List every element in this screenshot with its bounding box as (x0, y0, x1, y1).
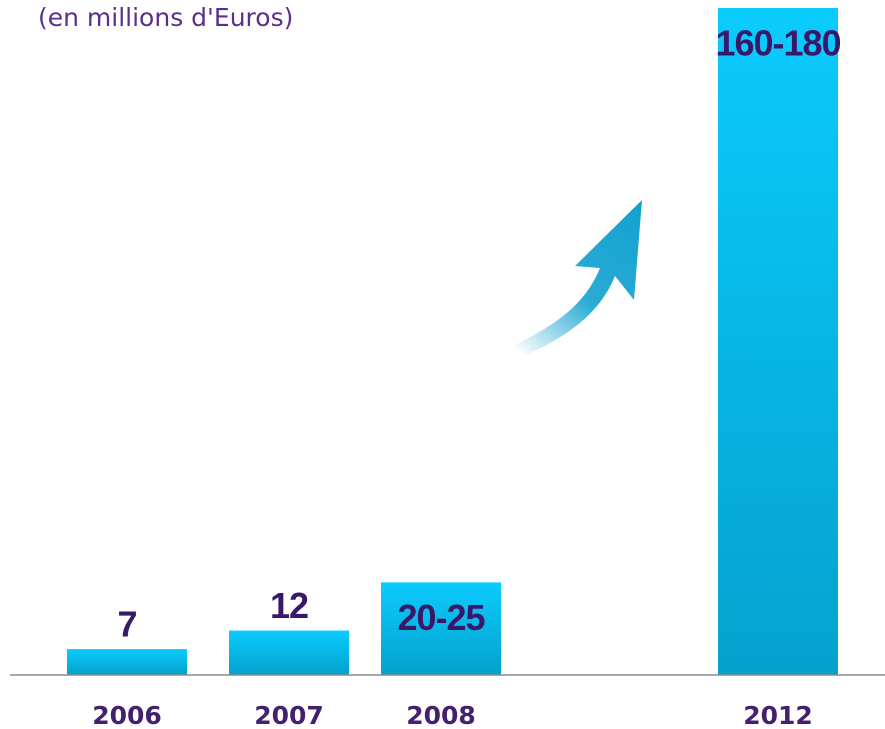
x-tick-label: 2006 (92, 701, 162, 729)
x-tick-label: 2007 (254, 701, 324, 729)
value-label: 160-180 (715, 23, 840, 64)
bar (718, 8, 838, 675)
bar (381, 582, 501, 675)
bar (229, 630, 349, 675)
value-label: 20-25 (397, 597, 485, 638)
value-label: 7 (117, 604, 136, 645)
x-tick-label: 2012 (743, 701, 813, 729)
x-tick-label: 2008 (406, 701, 476, 729)
value-label: 12 (270, 585, 308, 626)
chart-subtitle: (en millions d'Euros) (38, 3, 293, 32)
trend-arrow (515, 200, 642, 358)
bar (67, 649, 187, 675)
